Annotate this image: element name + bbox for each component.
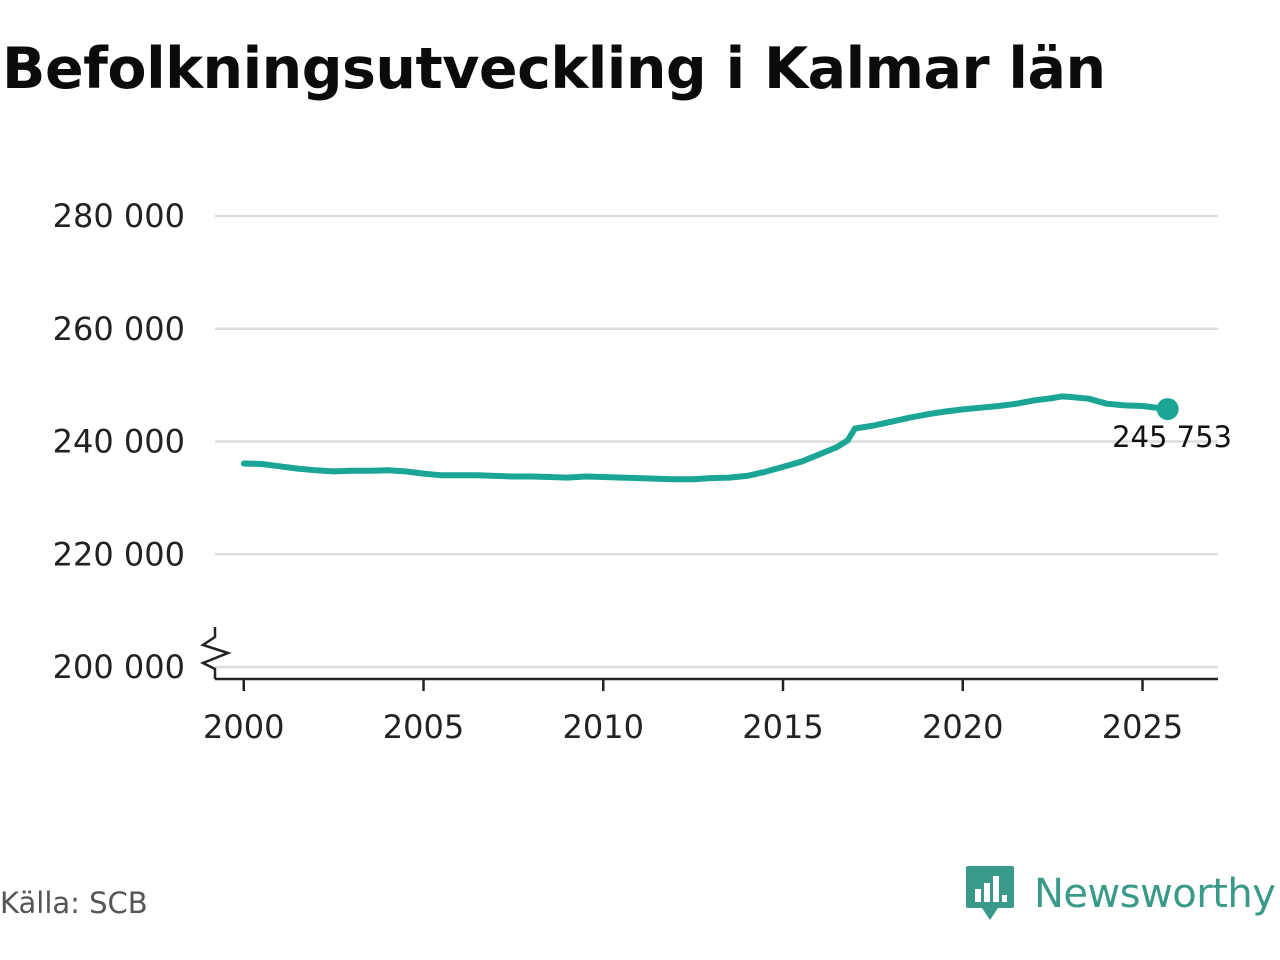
data-point (924, 411, 930, 417)
x-axis-labels: 2000 2005 2010 2015 2020 2025 (203, 708, 1183, 746)
data-point (492, 473, 498, 479)
data-point (636, 475, 642, 481)
data-point (816, 451, 822, 457)
end-point-marker (1156, 398, 1179, 421)
x-tick-label: 2005 (383, 708, 464, 746)
x-axis (199, 627, 1218, 691)
data-point (528, 473, 534, 479)
data-point (1068, 394, 1074, 400)
x-tick-label: 2025 (1102, 708, 1183, 746)
data-point (654, 476, 660, 482)
source-note: Källa: SCB (0, 886, 148, 920)
data-point (834, 444, 840, 450)
data-point (403, 468, 409, 474)
data-point (780, 464, 786, 470)
data-point (762, 469, 768, 475)
x-tick-label: 2015 (742, 708, 823, 746)
data-point (510, 473, 516, 479)
data-point (1122, 402, 1128, 408)
grid-lines (215, 214, 1218, 669)
data-point (277, 463, 283, 469)
data-point (259, 461, 265, 467)
y-tick-label: 220 000 (53, 535, 185, 573)
data-point (438, 472, 444, 478)
x-tick-label: 2000 (203, 708, 284, 746)
data-point (474, 472, 480, 478)
y-tick-label: 260 000 (53, 310, 185, 348)
data-point (960, 406, 966, 412)
data-point (798, 459, 804, 465)
brand-logo: Newsworthy (964, 864, 1276, 924)
x-tick-label: 2010 (563, 708, 644, 746)
end-value-label: 245 753 (1112, 420, 1232, 454)
data-point (349, 468, 355, 474)
newsworthy-logo-icon (966, 866, 1014, 920)
data-point (367, 468, 373, 474)
data-point (618, 475, 624, 481)
data-point (996, 403, 1002, 409)
data-point (744, 473, 750, 479)
data-point (600, 474, 606, 480)
series-line-0 (240, 393, 1171, 483)
data-point (1050, 395, 1056, 401)
data-point (295, 466, 301, 472)
data-point (1086, 396, 1092, 402)
y-tick-label: 200 000 (53, 648, 185, 686)
data-point (708, 475, 714, 481)
data-point (1014, 401, 1020, 407)
data-point (241, 460, 247, 466)
data-point (672, 476, 678, 482)
series-group (240, 393, 1171, 483)
data-point (906, 415, 912, 421)
data-point (546, 474, 552, 480)
data-point (942, 409, 948, 415)
data-point (1140, 403, 1146, 409)
data-point (313, 467, 319, 473)
data-point (456, 472, 462, 478)
data-point (1059, 393, 1065, 399)
data-point (331, 468, 337, 474)
brand-name: Newsworthy (1034, 871, 1276, 917)
data-point (385, 467, 391, 473)
data-point (564, 475, 570, 481)
data-point (690, 476, 696, 482)
data-point (852, 426, 858, 432)
end-marker-group: 245 753 (1112, 398, 1232, 454)
data-point (888, 419, 894, 425)
data-point (421, 471, 427, 477)
data-point (1104, 401, 1110, 407)
data-point (726, 475, 732, 481)
y-axis-break-icon (199, 627, 232, 679)
data-point (1032, 397, 1038, 403)
chart-title: Befolkningsutveckling i Kalmar län (2, 36, 1106, 102)
data-point (582, 473, 588, 479)
y-axis-labels: 200 000 220 000 240 000 260 000 280 000 (53, 197, 185, 686)
data-point (978, 405, 984, 411)
y-tick-label: 240 000 (53, 423, 185, 461)
x-tick-label: 2020 (922, 708, 1003, 746)
data-point (870, 423, 876, 429)
y-tick-label: 280 000 (53, 197, 185, 235)
data-point (845, 437, 851, 443)
